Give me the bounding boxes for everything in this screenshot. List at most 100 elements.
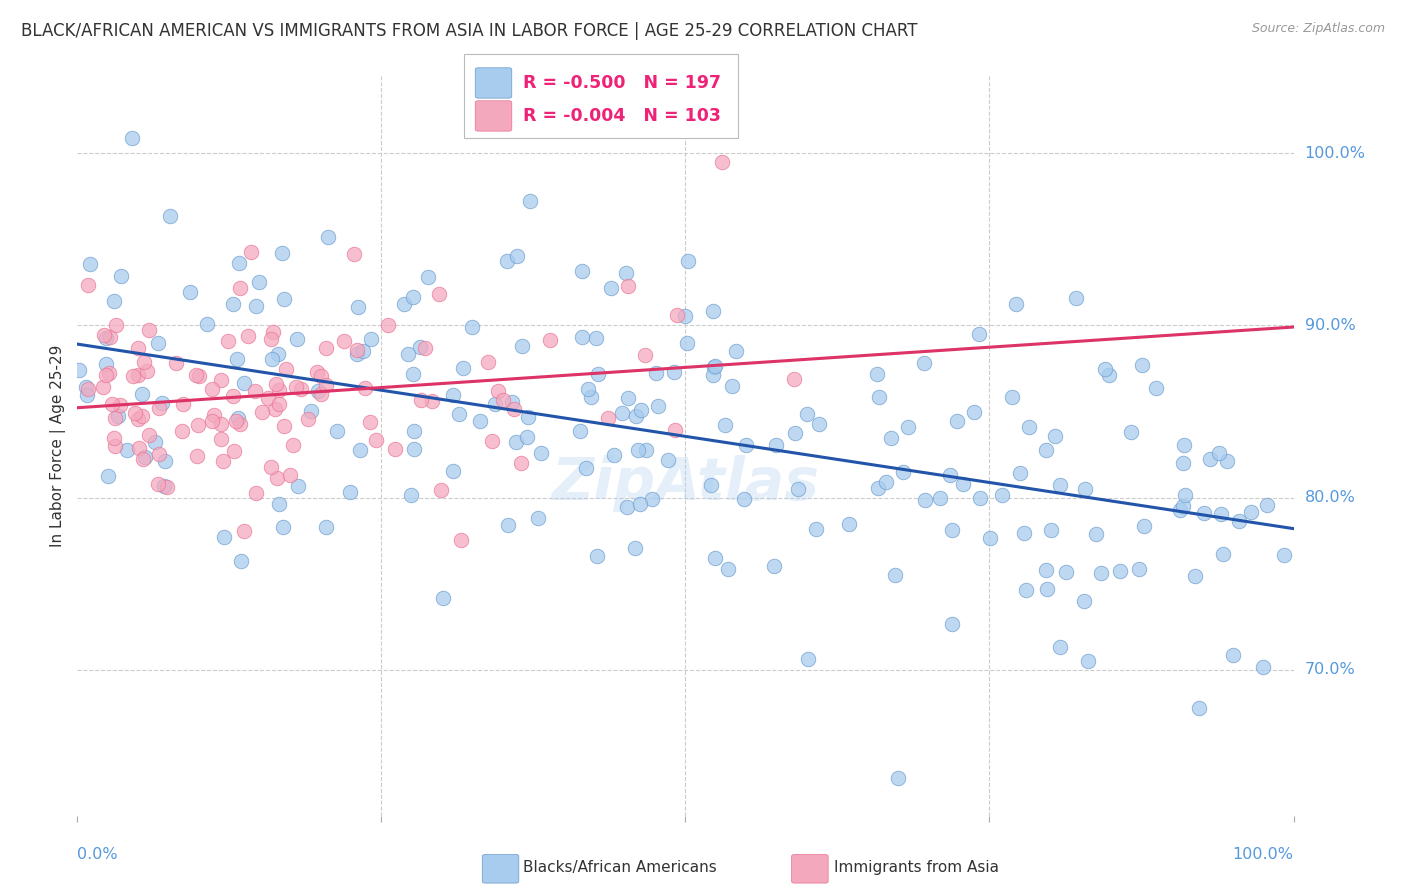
Point xyxy=(624,409,647,423)
Point xyxy=(969,491,991,506)
Point xyxy=(516,429,538,443)
Point xyxy=(599,281,621,295)
Point xyxy=(103,431,125,445)
Text: 0.0%: 0.0% xyxy=(77,847,118,862)
Point xyxy=(796,651,818,665)
Point xyxy=(568,424,591,438)
Point xyxy=(1168,503,1191,517)
Point xyxy=(195,317,218,331)
Point xyxy=(449,407,471,421)
Point xyxy=(612,406,634,420)
Point xyxy=(343,247,366,261)
Y-axis label: In Labor Force | Age 25-29: In Labor Force | Age 25-29 xyxy=(51,345,66,547)
Point xyxy=(170,424,193,438)
Point xyxy=(516,409,538,424)
Point xyxy=(138,428,160,442)
Point xyxy=(278,468,301,483)
Point xyxy=(617,279,640,293)
Point xyxy=(349,442,371,457)
Point xyxy=(98,366,121,380)
Point xyxy=(271,520,294,534)
Point xyxy=(269,383,291,397)
Point xyxy=(260,332,283,346)
Point xyxy=(717,561,740,575)
Point xyxy=(222,444,245,458)
Point xyxy=(1108,564,1130,578)
Point xyxy=(229,417,252,432)
Point xyxy=(1251,660,1274,674)
Point xyxy=(202,408,225,422)
Point xyxy=(107,409,129,424)
Point xyxy=(104,318,127,333)
Point xyxy=(409,340,432,354)
Point xyxy=(287,478,309,492)
Point xyxy=(578,382,600,396)
Point xyxy=(938,468,960,483)
Point xyxy=(127,368,149,382)
Point xyxy=(979,531,1001,545)
Point xyxy=(641,491,664,506)
Point xyxy=(785,426,807,441)
Point xyxy=(1198,452,1220,467)
Point xyxy=(1211,507,1233,521)
Point xyxy=(1035,442,1057,457)
Point xyxy=(519,194,541,208)
Point xyxy=(232,376,254,390)
Point xyxy=(101,396,124,410)
Point xyxy=(498,517,520,532)
Point xyxy=(366,434,388,448)
Point xyxy=(127,342,149,356)
Point xyxy=(121,131,143,145)
Point xyxy=(616,500,638,514)
Point xyxy=(598,411,620,425)
Point xyxy=(967,327,990,342)
Text: 100.0%: 100.0% xyxy=(1305,145,1365,161)
Point xyxy=(492,392,515,407)
Point xyxy=(1098,368,1121,382)
Point xyxy=(1194,506,1216,520)
Point xyxy=(952,477,974,491)
Point xyxy=(396,347,419,361)
Point xyxy=(96,358,118,372)
Text: 90.0%: 90.0% xyxy=(1305,318,1355,333)
Point xyxy=(585,331,607,345)
Point xyxy=(1001,390,1024,404)
Text: 80.0%: 80.0% xyxy=(1305,490,1355,505)
Point xyxy=(1274,548,1296,562)
Point xyxy=(1208,446,1230,460)
Point xyxy=(307,384,329,398)
Point xyxy=(127,412,149,426)
Point xyxy=(103,293,125,308)
Point xyxy=(67,362,90,376)
Point xyxy=(247,276,270,290)
Point xyxy=(77,382,100,396)
Point xyxy=(664,365,686,379)
Point xyxy=(657,453,679,467)
Point xyxy=(645,366,668,380)
Point xyxy=(201,414,224,428)
Point xyxy=(647,399,669,413)
Point xyxy=(866,367,889,381)
Point xyxy=(579,390,602,404)
Point xyxy=(912,356,935,370)
Point xyxy=(1188,701,1211,715)
Point xyxy=(94,331,117,345)
Point xyxy=(233,524,256,538)
Point xyxy=(441,387,464,401)
Point xyxy=(229,553,252,567)
Point xyxy=(1039,523,1062,537)
Point xyxy=(243,384,266,398)
Point xyxy=(1015,582,1038,597)
Point xyxy=(346,343,368,357)
Point xyxy=(1222,648,1244,663)
Point xyxy=(104,410,127,425)
Point xyxy=(636,442,658,457)
Point xyxy=(97,468,120,483)
Point xyxy=(571,264,593,278)
Point xyxy=(510,339,533,353)
Point xyxy=(626,442,648,457)
Point xyxy=(135,364,157,378)
Point xyxy=(1184,569,1206,583)
Point xyxy=(305,365,328,379)
Point xyxy=(110,268,132,283)
